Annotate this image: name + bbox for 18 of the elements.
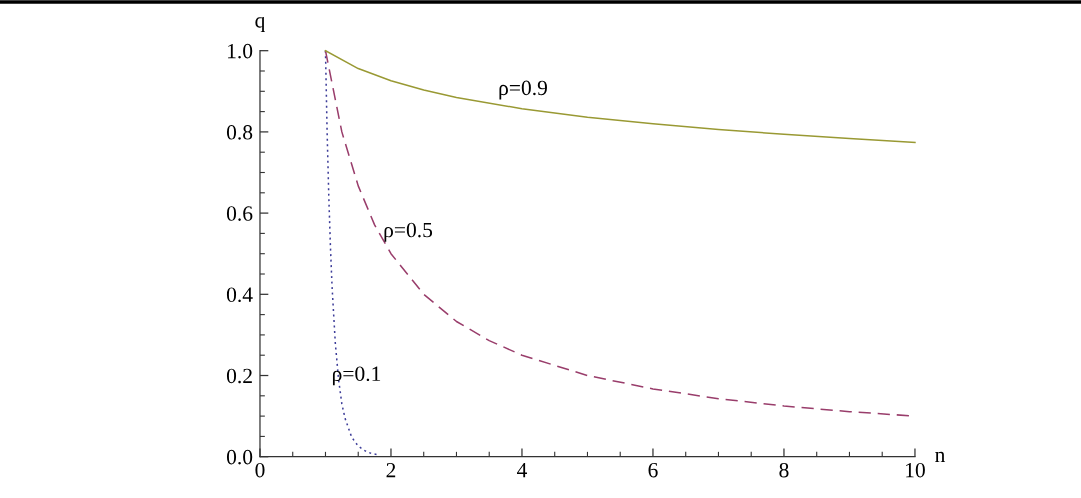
y-tick-label: 0.6	[226, 206, 253, 221]
x-tick-label: 0	[255, 462, 265, 478]
x-axis-title: n	[935, 451, 946, 462]
annotation: ρ=0.9	[499, 80, 547, 100]
y-tick-label: 1.0	[228, 43, 253, 59]
line-series	[324, 49, 916, 144]
y-tick-label: 0.8	[226, 125, 253, 140]
x-tick-label: 6	[648, 462, 658, 478]
y-axis-title: q	[255, 17, 265, 33]
y-tick-label: 0.4	[226, 287, 253, 303]
y-tick-label: 0.2	[226, 368, 252, 384]
x-tick-label: 8	[779, 462, 789, 478]
annotation: ρ=0.1	[332, 366, 381, 386]
x-tick-label: 10	[906, 462, 925, 478]
annotation: ρ=0.5	[384, 222, 433, 242]
y-tick-label: 0.0	[226, 449, 253, 465]
x-tick-label: 2	[386, 462, 396, 478]
x-tick-label: 4	[517, 463, 528, 478]
